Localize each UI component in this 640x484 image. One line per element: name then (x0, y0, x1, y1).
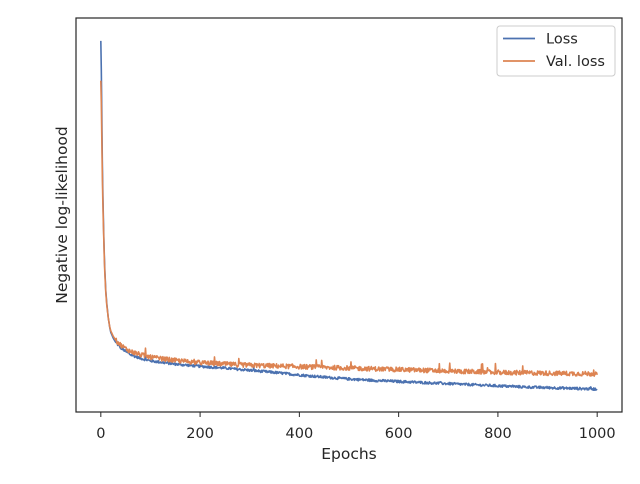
legend: Loss Val. loss (496, 25, 616, 77)
x-tick-label: 200 (186, 426, 214, 442)
legend-label-val-loss: Val. loss (546, 54, 605, 70)
x-tick-label: 600 (385, 426, 413, 442)
series-layer (100, 40, 598, 391)
axes-frame (75, 17, 623, 413)
x-axis-label: Epochs (321, 445, 377, 463)
x-tick-label: 400 (286, 426, 314, 442)
x-axis-ticks: 0 200 400 600 800 1000 (96, 412, 616, 442)
series-line-val-loss (100, 80, 598, 377)
legend-label-loss: Loss (546, 32, 578, 48)
series-line-loss (100, 40, 598, 391)
y-axis-label: Negative log-likelihood (53, 126, 71, 304)
x-tick-label: 0 (96, 426, 105, 442)
x-tick-label: 800 (484, 426, 512, 442)
x-tick-label: 1000 (579, 426, 616, 442)
